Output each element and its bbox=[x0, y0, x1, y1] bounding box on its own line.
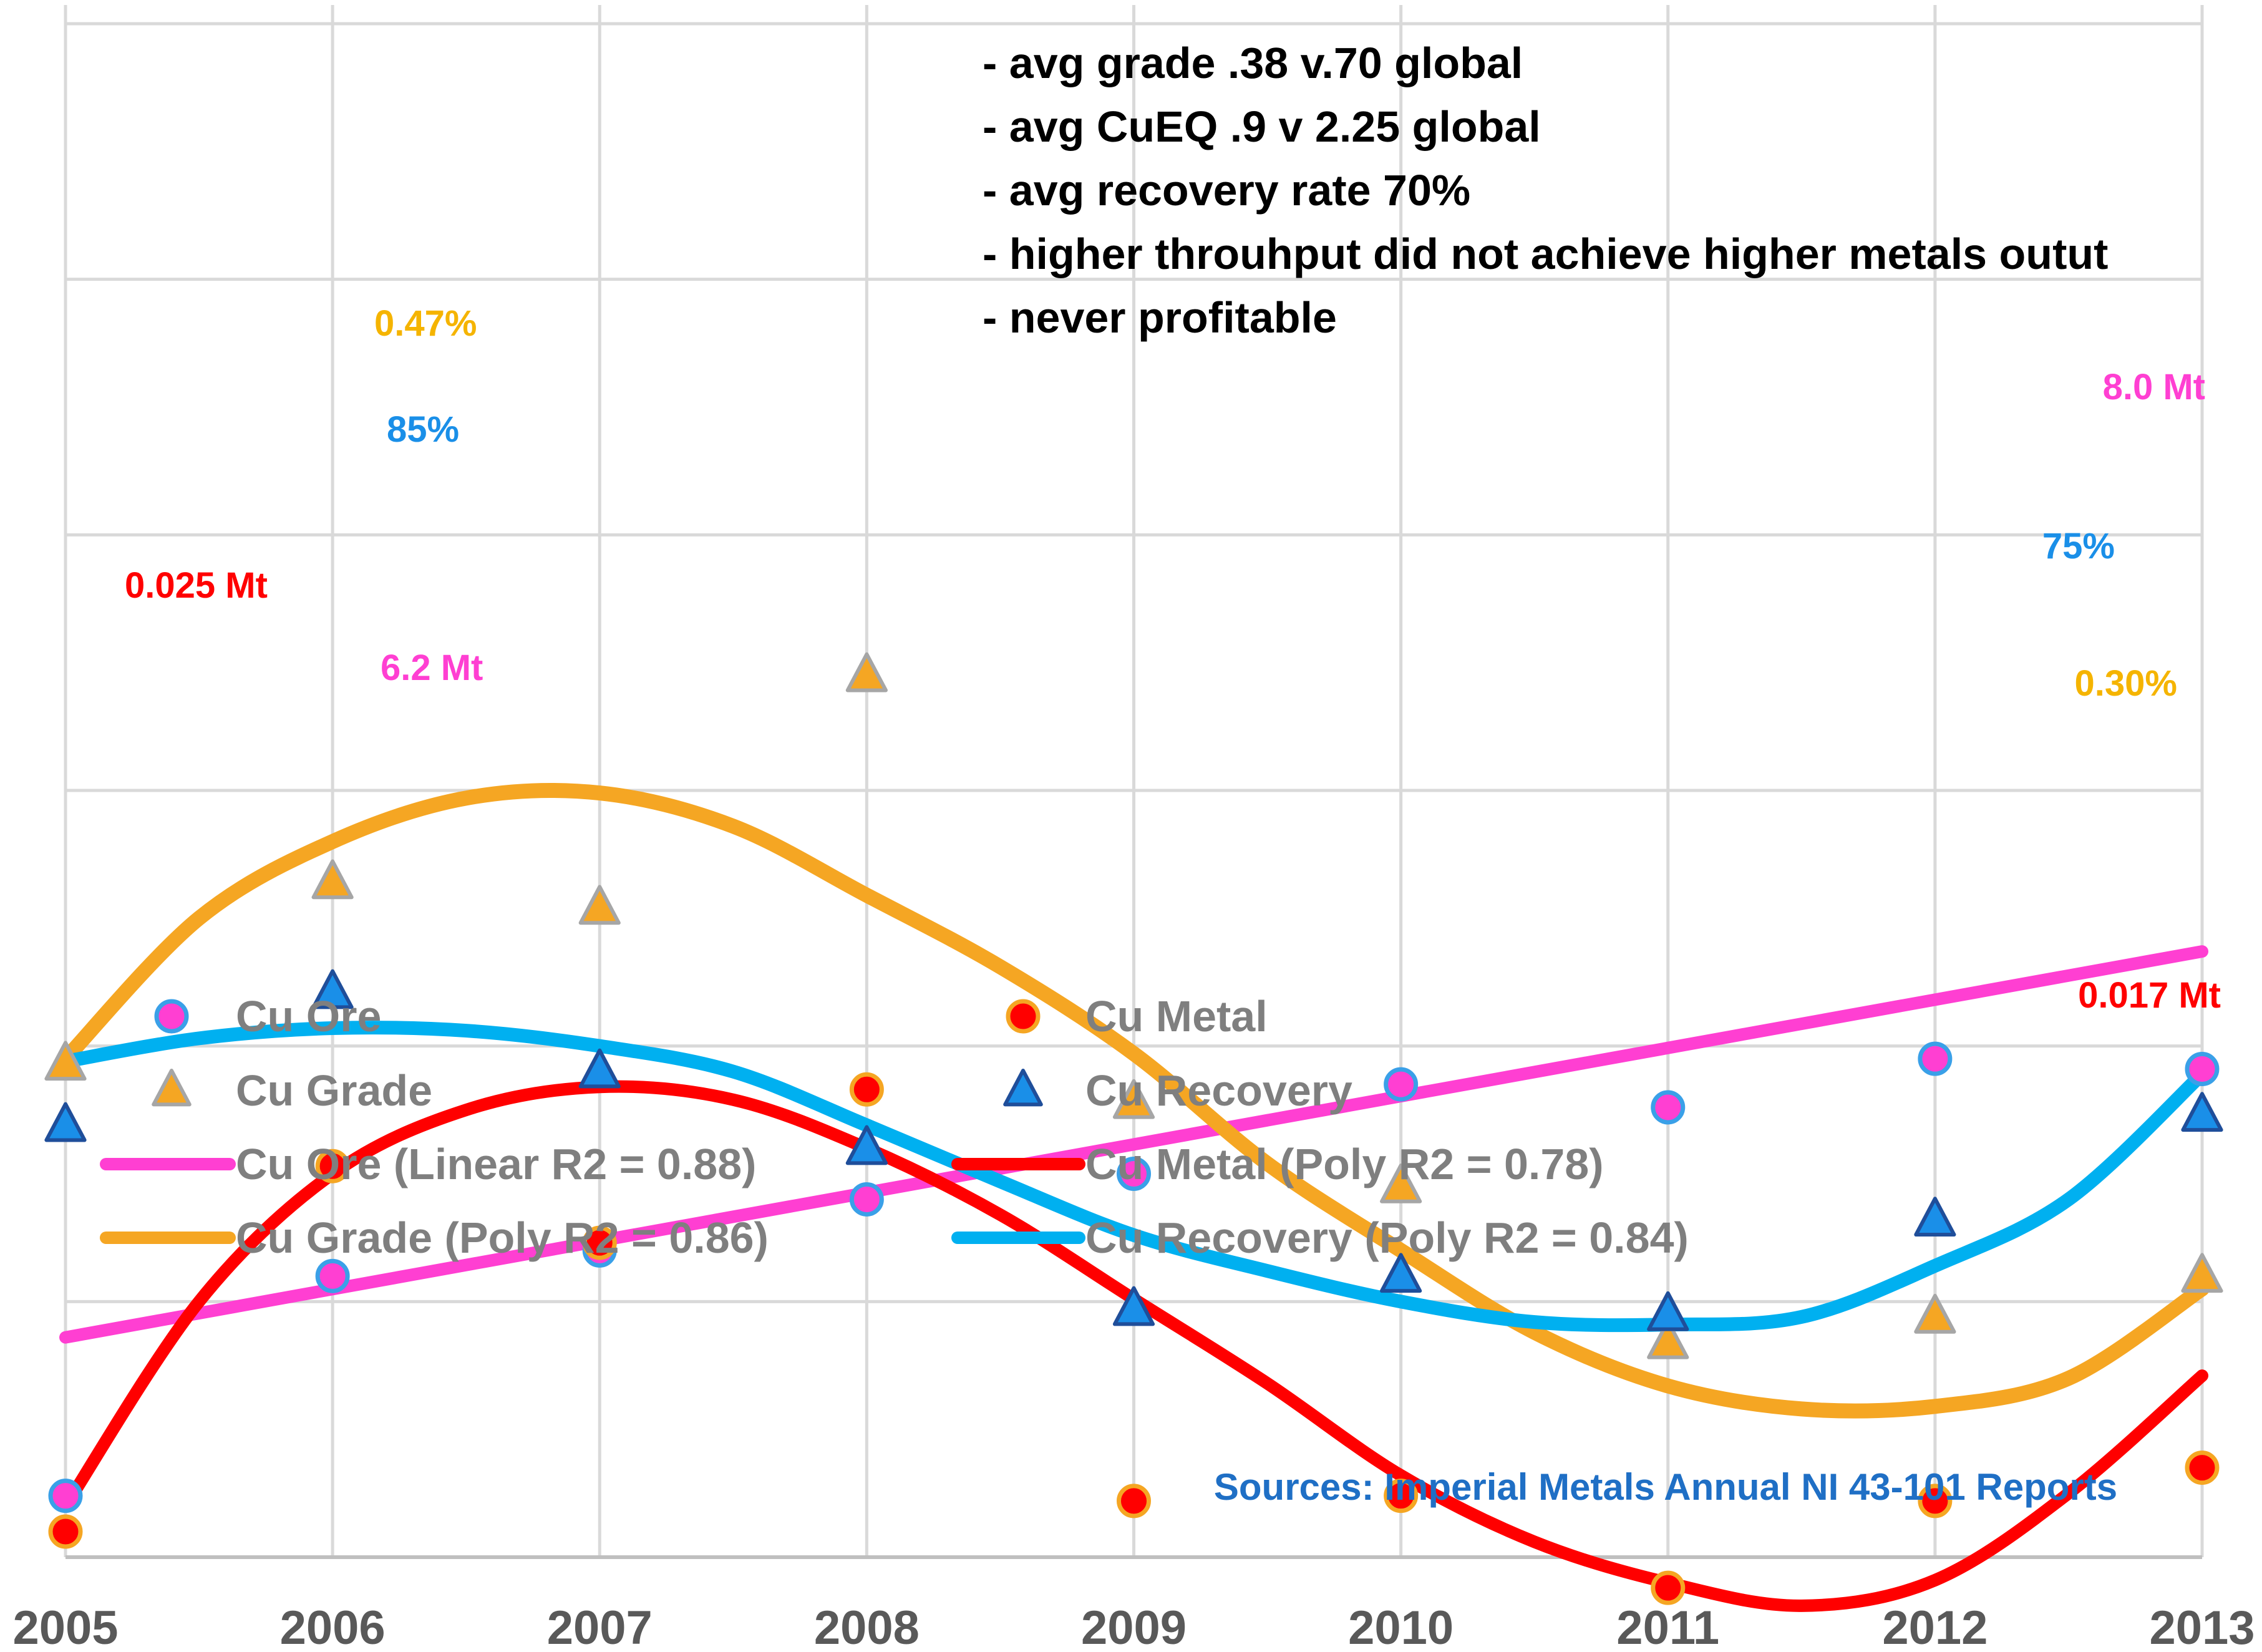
marker-cu-metal bbox=[582, 1225, 617, 1260]
legend-label: Cu Ore (Linear R2 = 0.88) bbox=[236, 1140, 756, 1188]
marker-cu-recovery bbox=[845, 1125, 888, 1165]
marker-cu-grade bbox=[1914, 1293, 1956, 1334]
marker-cu-recovery bbox=[311, 969, 354, 1009]
marker-cu-grade bbox=[1112, 1079, 1155, 1119]
marker-cu-recovery bbox=[578, 1048, 621, 1089]
marker-cu-metal bbox=[1117, 1484, 1151, 1518]
marker-cu-grade bbox=[2181, 1253, 2223, 1293]
legend-label: Cu Metal bbox=[1085, 992, 1268, 1041]
x-tick-label: 2010 bbox=[1348, 1601, 1454, 1652]
legend-label: Cu Ore bbox=[236, 992, 381, 1041]
annotation-notes: - avg grade .38 v.70 global - avg CuEQ .9… bbox=[983, 39, 2108, 342]
x-tick-label: 2011 bbox=[1616, 1601, 1719, 1652]
marker-cu-recovery bbox=[1380, 1253, 1422, 1293]
label-metal-2005: 0.025 Mt bbox=[125, 565, 268, 606]
marker-cu-ore bbox=[1918, 1041, 1953, 1076]
marker-cu-recovery bbox=[1914, 1197, 1956, 1237]
label-recovery-2013: 75% bbox=[2042, 526, 2115, 566]
annotation-line: - avg grade .38 v.70 global bbox=[983, 39, 1523, 87]
data-markers bbox=[44, 652, 2223, 1605]
marker-cu-ore bbox=[1384, 1067, 1419, 1102]
marker-cu-grade bbox=[44, 1041, 87, 1081]
x-tick-label: 2012 bbox=[1882, 1601, 1988, 1652]
marker-cu-ore bbox=[1117, 1157, 1151, 1191]
marker-cu-ore bbox=[2185, 1052, 2220, 1087]
x-axis-ticks: 2005 2006 2007 2008 2009 2010 2011 2012 2013 bbox=[12, 1601, 2255, 1652]
trendline-ore bbox=[59, 945, 2208, 1344]
x-tick-label: 2009 bbox=[1081, 1601, 1187, 1652]
marker-cu-grade bbox=[1647, 1319, 1689, 1359]
legend-label: Cu Grade (Poly R2 = 0.86) bbox=[236, 1213, 769, 1262]
label-ore-2006: 6.2 Mt bbox=[381, 648, 483, 688]
label-grade-2006: 0.47% bbox=[374, 303, 477, 344]
annotation-line: - never profitable bbox=[983, 293, 1337, 342]
trendline-metal bbox=[59, 1080, 2208, 1612]
annotation-line: - higher throuhput did not achieve highe… bbox=[983, 230, 2108, 278]
marker-cu-metal bbox=[2185, 1450, 2220, 1485]
marker-cu-recovery bbox=[1647, 1291, 1689, 1331]
legend-symbol-metal bbox=[1006, 999, 1041, 1034]
annotation-line: - avg recovery rate 70% bbox=[983, 166, 1470, 215]
marker-cu-recovery bbox=[1112, 1286, 1155, 1326]
label-recovery-2006: 85% bbox=[387, 409, 459, 450]
trendlines bbox=[58, 783, 2210, 1612]
marker-cu-metal bbox=[1384, 1479, 1419, 1514]
marker-cu-metal bbox=[1651, 1570, 1686, 1605]
marker-cu-metal bbox=[1918, 1484, 1953, 1518]
legend-symbol-grade bbox=[152, 1069, 192, 1107]
legend-label: Cu Metal (Poly R2 = 0.78) bbox=[1085, 1140, 1604, 1188]
legend-label: Cu Grade bbox=[236, 1066, 432, 1115]
x-tick-label: 2008 bbox=[814, 1601, 920, 1652]
marker-cu-ore bbox=[1651, 1090, 1686, 1125]
marker-cu-recovery bbox=[2181, 1092, 2223, 1132]
legend-label: Cu Recovery (Poly R2 = 0.84) bbox=[1085, 1213, 1689, 1262]
marker-cu-ore bbox=[48, 1479, 83, 1514]
x-tick-label: 2007 bbox=[547, 1601, 653, 1652]
marker-cu-recovery bbox=[44, 1102, 87, 1142]
marker-cu-grade bbox=[578, 885, 621, 925]
legend-symbol-recovery bbox=[1003, 1069, 1043, 1107]
label-grade-2013: 0.30% bbox=[2075, 663, 2177, 704]
legend: Cu Ore Cu Metal Cu Grade Cu Recovery Cu Ore … bbox=[100, 992, 1689, 1262]
legend-symbol-ore bbox=[154, 999, 189, 1034]
source-note: Sources: Imperial Metals Annual NI 43-10… bbox=[1214, 1466, 2117, 1508]
marker-cu-metal bbox=[849, 1072, 884, 1107]
label-ore-2013: 8.0 Mt bbox=[2103, 367, 2205, 407]
marker-cu-grade bbox=[845, 652, 888, 692]
trendline-grade bbox=[58, 783, 2210, 1419]
data-labels: 0.47% 85% 0.025 Mt 6.2 Mt 8.0 Mt 75% 0.30% 0.01… bbox=[125, 303, 2221, 1016]
label-metal-2013: 0.017 Mt bbox=[2078, 975, 2221, 1016]
marker-cu-grade bbox=[1380, 1163, 1422, 1203]
trendline-recovery bbox=[59, 1021, 2209, 1333]
marker-cu-metal bbox=[48, 1514, 83, 1549]
x-tick-label: 2005 bbox=[12, 1601, 118, 1652]
marker-cu-ore bbox=[315, 1258, 350, 1293]
x-tick-label: 2013 bbox=[2149, 1601, 2255, 1652]
annotation-line: - avg CuEQ .9 v 2.25 global bbox=[983, 102, 1541, 151]
legend-label: Cu Recovery bbox=[1085, 1066, 1352, 1115]
x-tick-label: 2006 bbox=[280, 1601, 386, 1652]
marker-cu-grade bbox=[311, 859, 354, 900]
marker-cu-ore bbox=[849, 1182, 884, 1217]
marker-cu-metal bbox=[315, 1149, 350, 1183]
